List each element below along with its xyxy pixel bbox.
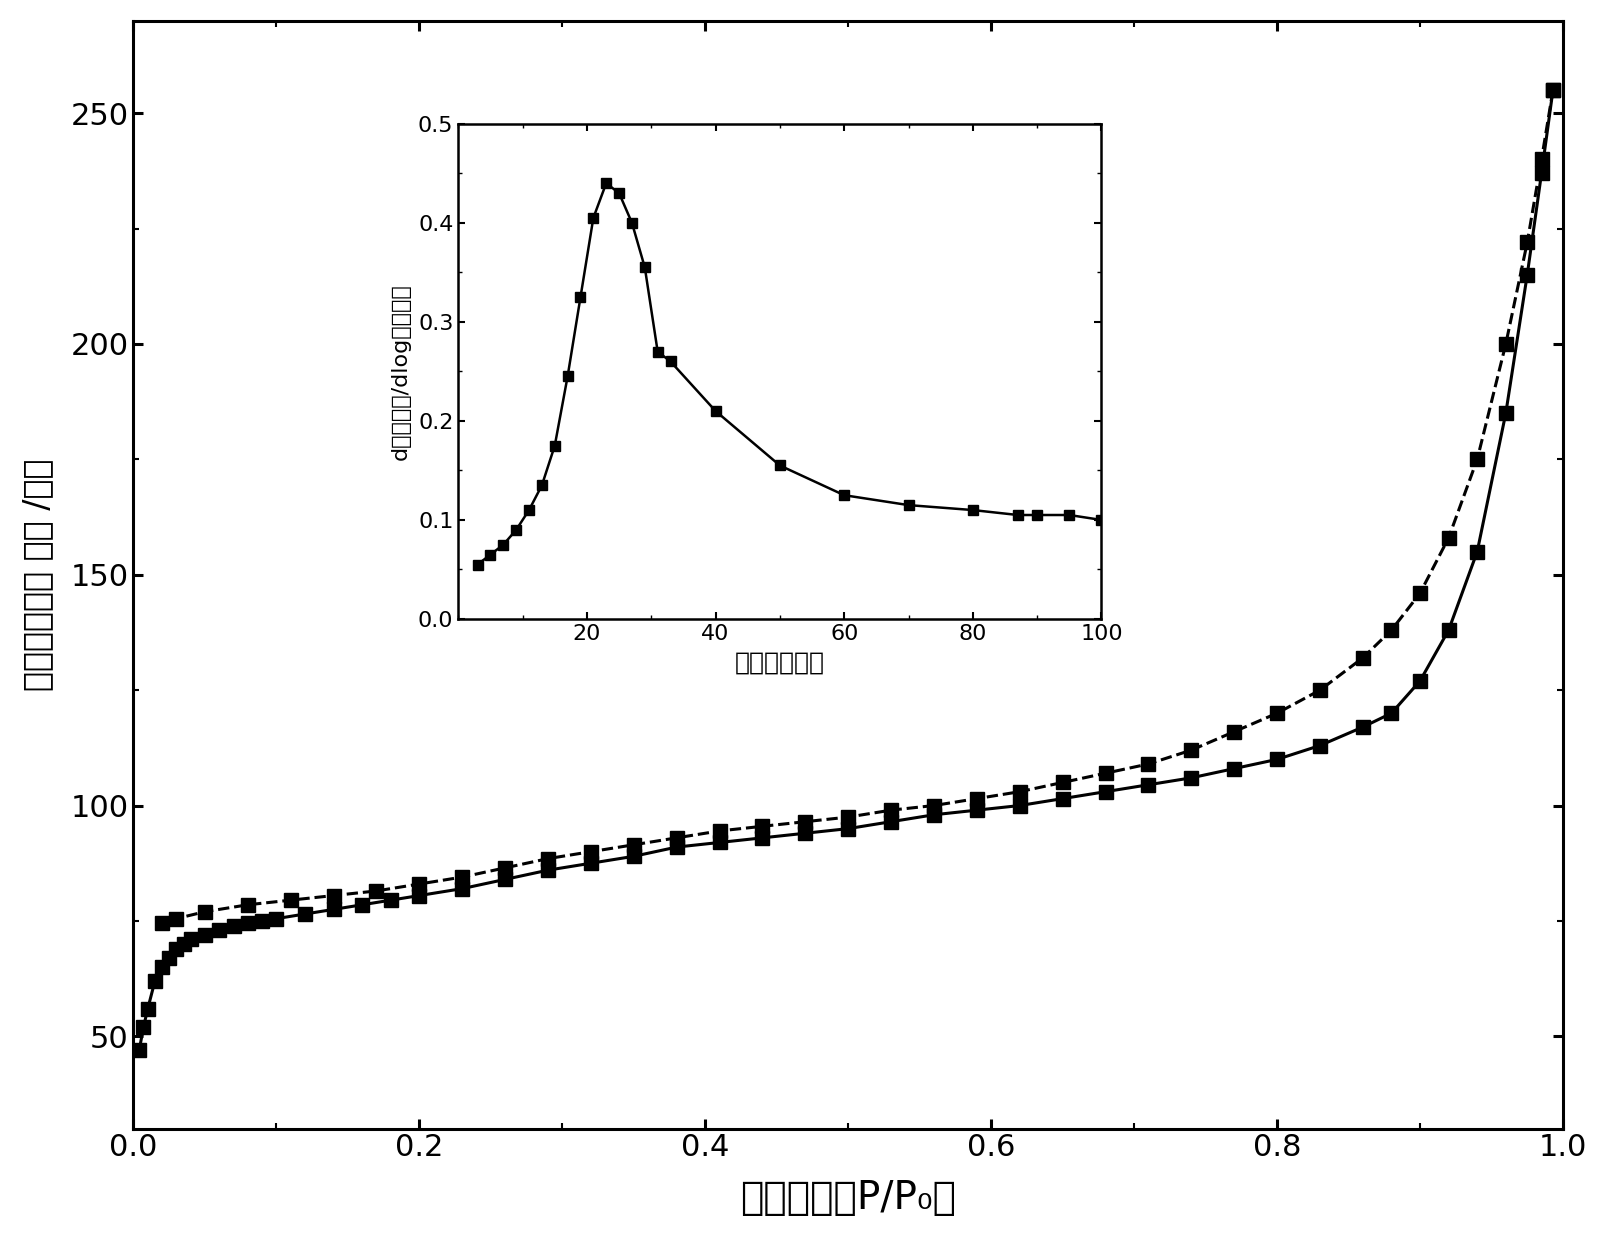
X-axis label: 相对压力（P/P₀）: 相对压力（P/P₀） [739,1179,956,1217]
Y-axis label: d（体积）/dlog（直径）: d（体积）/dlog（直径） [391,284,411,459]
X-axis label: 孔径（纳米）: 孔径（纳米） [734,651,824,675]
Y-axis label: 吸附量（立方 厘米 /克）: 吸附量（立方 厘米 /克） [21,458,53,691]
